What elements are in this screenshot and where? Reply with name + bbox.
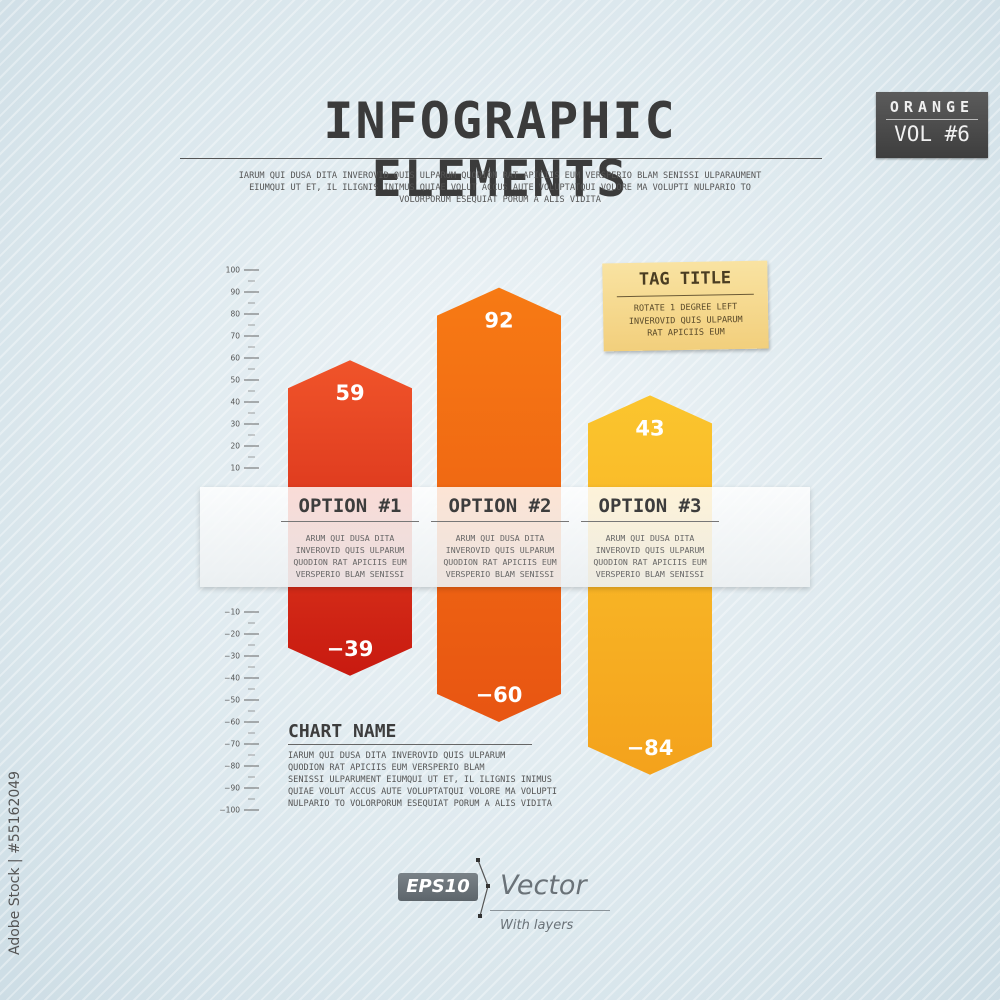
y-tick-label: −70 bbox=[224, 740, 240, 749]
y-tick-label: −40 bbox=[224, 674, 240, 683]
description-line: INVEROVID QUIS ULPARUM bbox=[445, 545, 555, 555]
chart-name-title: CHART NAME bbox=[288, 721, 397, 742]
y-tick-label: 100 bbox=[226, 266, 241, 275]
vector-bezier-icon bbox=[476, 858, 490, 918]
y-tick-label: −100 bbox=[219, 806, 240, 815]
description-line: QUODION RAT APICIIS EUM bbox=[443, 557, 557, 567]
description-line: QUODION RAT APICIIS EUM bbox=[593, 557, 707, 567]
bar-value-positive: 92 bbox=[484, 309, 513, 333]
option-1: OPTION #1 ARUM QUI DUSA DITA INVEROVID Q… bbox=[275, 487, 425, 587]
intro-line: VOLORPORUM ESEQUIAT PORUM A ALIS VIDITA bbox=[399, 195, 601, 205]
option-title: OPTION #2 bbox=[448, 495, 552, 517]
y-tick-label: 60 bbox=[230, 354, 240, 363]
badge-top-label: ORANGE bbox=[889, 98, 975, 116]
layers-label: With layers bbox=[500, 918, 574, 933]
y-tick-label: −30 bbox=[224, 652, 240, 661]
badge-bottom-label: VOL #6 bbox=[894, 122, 970, 146]
description-line: VERSPERIO BLAM SENISSI bbox=[595, 569, 705, 579]
intro-line: EIUMQUI UT ET, IL ILIGNIS INIMUS QUIAE V… bbox=[249, 183, 751, 193]
badge-divider bbox=[886, 119, 978, 120]
y-tick-label: 30 bbox=[230, 420, 240, 429]
vector-label: Vector bbox=[500, 870, 587, 901]
option-title: OPTION #3 bbox=[598, 495, 702, 517]
description-line: ARUM QUI DUSA DITA bbox=[605, 533, 695, 543]
eps-label: EPS10 bbox=[406, 876, 470, 897]
volume-badge: ORANGE VOL #6 bbox=[876, 92, 988, 158]
stock-id-text: Adobe Stock | #55162049 bbox=[7, 770, 23, 955]
y-tick-label: −80 bbox=[224, 762, 240, 771]
description-line: ARUM QUI DUSA DITA bbox=[455, 533, 545, 543]
options-band bbox=[200, 487, 810, 587]
chart-name-description: IARUM QUI DUSA DITA INVEROVID QUIS ULPAR… bbox=[288, 750, 598, 810]
page-title: INFOGRAPHIC ELEMENTS bbox=[323, 92, 677, 208]
chart-desc-line: NULPARIO TO VOLORPORUM ESEQUIAT PORUM A … bbox=[288, 799, 552, 809]
bar-value-negative: −39 bbox=[327, 637, 374, 661]
y-tick-label: 50 bbox=[230, 376, 240, 385]
description-line: VERSPERIO BLAM SENISSI bbox=[445, 569, 555, 579]
option-description: ARUM QUI DUSA DITA INVEROVID QUIS ULPARU… bbox=[575, 532, 725, 580]
description-line: ARUM QUI DUSA DITA bbox=[305, 533, 395, 543]
y-tick-label: 90 bbox=[230, 288, 240, 297]
tag-title: TAG TITLE bbox=[638, 268, 732, 290]
y-tick-label: 80 bbox=[230, 310, 240, 319]
y-tick-label: 20 bbox=[230, 442, 240, 451]
description-line: INVEROVID QUIS ULPARUM bbox=[295, 545, 405, 555]
description-line: VERSPERIO BLAM SENISSI bbox=[295, 569, 405, 579]
y-tick-label: 10 bbox=[230, 464, 240, 473]
y-tick-label: −50 bbox=[224, 696, 240, 705]
chart-desc-line: QUODION RAT APICIIS EUM VERSPERIO BLAM bbox=[288, 763, 485, 773]
title-divider bbox=[180, 158, 822, 159]
chart-desc-line: IARUM QUI DUSA DITA INVEROVID QUIS ULPAR… bbox=[288, 751, 506, 761]
y-tick-label: −10 bbox=[224, 608, 240, 617]
description-line: INVEROVID QUIS ULPARUM bbox=[595, 545, 705, 555]
y-tick-label: 40 bbox=[230, 398, 240, 407]
option-divider bbox=[281, 521, 419, 522]
intro-line: IARUM QUI DUSA DITA INVEROVID QUIS ULPAR… bbox=[238, 171, 762, 181]
option-divider bbox=[431, 521, 569, 522]
tag-divider bbox=[616, 293, 754, 298]
bar-value-positive: 59 bbox=[335, 381, 364, 405]
chart-desc-line: QUIAE VOLUT ACCUS AUTE VOLUPTATQUI VOLOR… bbox=[288, 787, 558, 797]
y-axis-ruler: 100 90 80 70 60 50 40 30 20 10 −10 −20 −30 −40 −50 −60 −… bbox=[219, 266, 259, 815]
y-tick-label: −90 bbox=[224, 784, 240, 793]
tag-note: TAG TITLE ROTATE 1 DEGREE LEFT INVEROVID… bbox=[602, 260, 769, 352]
bar-value-negative: −84 bbox=[627, 736, 674, 760]
option-divider bbox=[581, 521, 719, 522]
option-2: OPTION #2 ARUM QUI DUSA DITA INVEROVID Q… bbox=[425, 487, 575, 587]
y-tick-label: −60 bbox=[224, 718, 240, 727]
bar-value-negative: −60 bbox=[476, 683, 523, 707]
option-description: ARUM QUI DUSA DITA INVEROVID QUIS ULPARU… bbox=[425, 532, 575, 580]
y-tick-label: 70 bbox=[230, 332, 240, 341]
option-title: OPTION #1 bbox=[298, 495, 402, 517]
intro-text: IARUM QUI DUSA DITA INVEROVID QUIS ULPAR… bbox=[200, 170, 800, 206]
chart-desc-line: SENISSI ULPARUMENT EIUMQUI UT ET, IL ILI… bbox=[288, 775, 552, 785]
chart-name-divider bbox=[288, 744, 532, 745]
tag-text: ROTATE 1 DEGREE LEFT INVEROVID QUIS ULPA… bbox=[607, 301, 765, 341]
option-description: ARUM QUI DUSA DITA INVEROVID QUIS ULPARU… bbox=[275, 532, 425, 580]
vector-divider bbox=[490, 910, 610, 911]
description-line: QUODION RAT APICIIS EUM bbox=[293, 557, 407, 567]
bar-value-positive: 43 bbox=[635, 416, 664, 440]
option-3: OPTION #3 ARUM QUI DUSA DITA INVEROVID Q… bbox=[575, 487, 725, 587]
eps-badge: EPS10 bbox=[398, 873, 478, 901]
y-tick-label: −20 bbox=[224, 630, 240, 639]
